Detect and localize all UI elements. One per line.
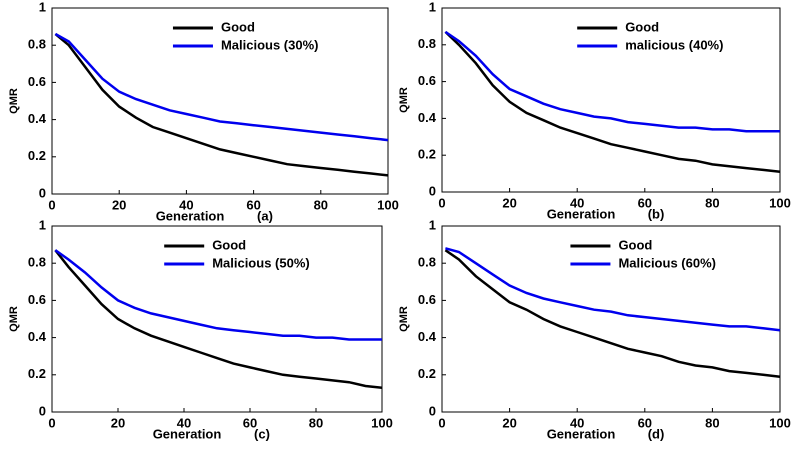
y-axis-label: QMR: [398, 306, 410, 332]
x-axis-label: Generation: [547, 206, 616, 221]
panel-label: (a): [257, 208, 273, 223]
y-tick-label: 0.8: [28, 37, 46, 52]
y-tick-label: 0.4: [418, 110, 437, 125]
x-tick-label: 60: [638, 415, 652, 430]
x-tick-label: 0: [48, 197, 55, 212]
legend-label: Good: [212, 237, 246, 252]
y-tick-label: 0.2: [418, 147, 436, 162]
y-tick-label: 1: [429, 0, 436, 14]
panel-label: (d): [648, 426, 665, 441]
y-axis-label: QMR: [8, 88, 20, 114]
x-tick-label: 20: [111, 415, 125, 430]
x-tick-label: 20: [502, 195, 516, 210]
x-tick-label: 100: [377, 197, 399, 212]
series-line: [54, 32, 389, 142]
panel-label: (b): [648, 206, 665, 221]
plot-frame: [441, 7, 781, 193]
y-tick-label: 0.8: [418, 36, 436, 51]
y-tick-label: 0.4: [28, 329, 47, 344]
y-tick-label: 0.8: [28, 255, 46, 270]
x-tick-label: 100: [769, 195, 791, 210]
y-tick-label: 1: [429, 217, 436, 232]
y-tick-label: 0: [429, 183, 436, 198]
y-tick-label: 0.4: [418, 329, 437, 344]
x-tick-label: 80: [309, 415, 323, 430]
y-axis-label: QMR: [398, 87, 410, 113]
x-tick-label: 0: [438, 195, 445, 210]
plot-frame: [51, 7, 389, 195]
x-tick-label: 20: [112, 197, 126, 212]
x-tick-label: 80: [314, 197, 328, 212]
y-tick-label: 0.6: [28, 74, 46, 89]
x-tick-label: 40: [570, 195, 584, 210]
x-tick-label: 60: [246, 197, 260, 212]
plot-frame: [441, 225, 781, 413]
series-line: [444, 30, 780, 133]
x-tick-label: 80: [705, 195, 719, 210]
legend-label: Good: [618, 237, 652, 252]
legend-label: Good: [221, 19, 255, 34]
y-tick-label: 0.2: [28, 366, 46, 381]
y-axis-label: QMR: [8, 306, 20, 332]
legend-label: malicious (40%): [625, 37, 723, 52]
x-tick-label: 20: [502, 415, 516, 430]
series-line: [444, 249, 781, 378]
x-tick-label: 60: [243, 415, 257, 430]
y-tick-label: 0: [429, 403, 436, 418]
y-tick-label: 0.2: [418, 366, 436, 381]
x-tick-label: 40: [570, 415, 584, 430]
series-line: [444, 30, 781, 174]
series-line: [54, 33, 389, 177]
x-tick-label: 40: [179, 197, 193, 212]
y-tick-label: 0: [39, 403, 46, 418]
legend-label: Good: [625, 19, 659, 34]
x-tick-label: 100: [769, 415, 791, 430]
series-line: [445, 247, 781, 332]
y-tick-label: 0.4: [28, 111, 47, 126]
x-tick-label: 60: [638, 195, 652, 210]
y-tick-label: 0.6: [418, 73, 436, 88]
x-tick-label: 0: [48, 415, 55, 430]
y-tick-label: 0.6: [28, 292, 46, 307]
y-tick-label: 1: [39, 0, 46, 14]
series-line: [54, 249, 382, 341]
series-line: [54, 249, 383, 390]
x-tick-label: 100: [371, 415, 393, 430]
x-tick-label: 0: [438, 415, 445, 430]
y-tick-label: 0.2: [28, 148, 46, 163]
x-axis-label: Generation: [547, 426, 616, 441]
x-axis-label: Generation: [156, 208, 225, 223]
legend-label: Malicious (30%): [221, 37, 319, 52]
y-tick-label: 1: [39, 217, 46, 232]
x-tick-label: 80: [705, 415, 719, 430]
legend-label: Malicious (60%): [618, 255, 716, 270]
x-tick-label: 40: [177, 415, 191, 430]
panel-label: (c): [254, 426, 270, 441]
y-tick-label: 0.6: [418, 292, 436, 307]
legend-label: Malicious (50%): [212, 255, 310, 270]
plot-frame: [51, 225, 383, 413]
x-axis-label: Generation: [153, 426, 222, 441]
y-tick-label: 0: [39, 185, 46, 200]
y-tick-label: 0.8: [418, 255, 436, 270]
